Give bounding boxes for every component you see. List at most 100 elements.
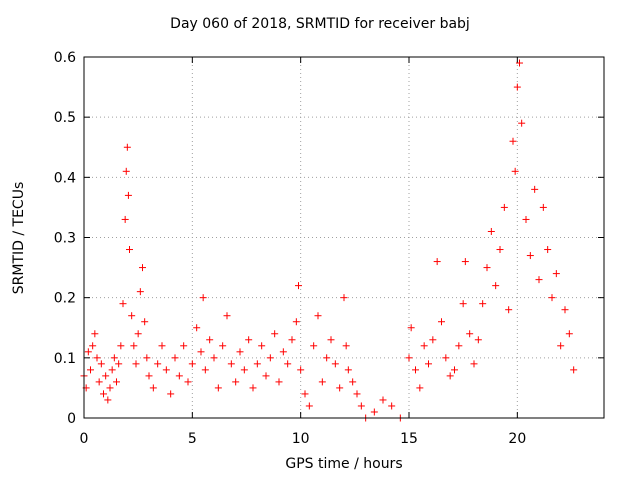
data-point — [327, 336, 335, 344]
y-tick-label: 0.1 — [54, 351, 76, 367]
data-point — [124, 191, 132, 199]
data-point — [119, 300, 127, 308]
data-point — [197, 348, 205, 356]
data-point — [201, 366, 209, 374]
data-point — [466, 330, 474, 338]
data-point — [180, 342, 188, 350]
data-point — [108, 366, 116, 374]
data-point — [292, 318, 300, 326]
data-point — [149, 384, 157, 392]
y-tick-label: 0.5 — [54, 110, 76, 126]
data-point — [100, 390, 107, 398]
data-point — [455, 342, 463, 350]
data-point — [199, 294, 207, 302]
y-axis-label: SRMTID / TECUs — [11, 181, 27, 295]
data-point — [297, 366, 305, 374]
data-point — [310, 342, 318, 350]
data-point — [323, 354, 331, 362]
data-point — [526, 252, 534, 260]
data-point — [513, 83, 521, 91]
data-point — [516, 59, 523, 67]
data-point — [123, 143, 131, 151]
data-point — [236, 348, 244, 356]
data-point — [223, 312, 231, 320]
data-point — [141, 318, 149, 326]
data-point — [113, 378, 120, 386]
data-point — [539, 203, 547, 211]
data-point — [154, 360, 162, 368]
data-point — [492, 282, 500, 290]
x-tick-label: 5 — [188, 431, 197, 447]
data-point — [126, 246, 133, 254]
data-point — [121, 215, 129, 223]
data-point — [470, 360, 478, 368]
data-point — [110, 354, 118, 362]
data-point — [544, 246, 552, 254]
data-point — [305, 402, 313, 410]
data-point — [117, 342, 125, 350]
x-tick-label: 0 — [80, 431, 89, 447]
data-point — [295, 282, 302, 290]
data-point — [139, 264, 146, 272]
data-point — [193, 324, 201, 332]
data-point — [331, 360, 339, 368]
data-point — [336, 384, 344, 392]
data-point — [253, 360, 261, 368]
data-point — [95, 378, 103, 386]
data-point — [106, 384, 114, 392]
data-point — [210, 354, 218, 362]
data-point — [145, 372, 153, 380]
data-point — [548, 294, 556, 302]
data-point — [301, 390, 309, 398]
data-point — [134, 330, 142, 338]
data-point — [438, 318, 445, 326]
data-point — [240, 366, 248, 374]
data-point — [379, 396, 387, 404]
data-point — [104, 396, 112, 404]
y-tick-label: 0.6 — [54, 50, 76, 66]
data-point — [284, 360, 292, 368]
data-point — [474, 336, 482, 344]
data-point — [206, 336, 214, 344]
data-point — [561, 306, 569, 314]
data-point — [249, 384, 257, 392]
data-point — [184, 378, 192, 386]
data-point — [122, 167, 130, 175]
data-point — [451, 366, 458, 374]
x-tick-label: 20 — [508, 431, 526, 447]
data-point — [442, 354, 450, 362]
data-point — [271, 330, 279, 338]
data-point — [483, 264, 491, 272]
x-tick-label: 10 — [292, 431, 310, 447]
data-point — [511, 167, 519, 175]
data-point — [357, 402, 365, 410]
data-point — [505, 306, 513, 314]
y-tick-label: 0.4 — [54, 170, 76, 186]
data-point — [557, 342, 565, 350]
data-point — [518, 119, 526, 127]
data-point — [102, 372, 110, 380]
data-point — [279, 348, 287, 356]
plot-frame — [83, 56, 605, 419]
data-point — [416, 384, 424, 392]
y-tick-label: 0.2 — [54, 291, 76, 307]
data-point — [245, 336, 253, 344]
data-point — [487, 227, 495, 235]
data-point — [407, 324, 415, 332]
data-point — [288, 336, 296, 344]
y-tick-label: 0.3 — [54, 231, 76, 247]
data-point — [565, 330, 573, 338]
data-point — [158, 342, 166, 350]
data-point — [405, 354, 413, 362]
data-point — [91, 330, 99, 338]
data-point — [420, 342, 428, 350]
data-point — [275, 378, 283, 386]
data-point — [143, 354, 151, 362]
data-point — [509, 137, 517, 145]
data-point — [115, 360, 123, 368]
data-point — [531, 185, 539, 193]
data-point — [258, 342, 266, 350]
data-point — [535, 276, 543, 284]
data-point — [433, 258, 441, 266]
